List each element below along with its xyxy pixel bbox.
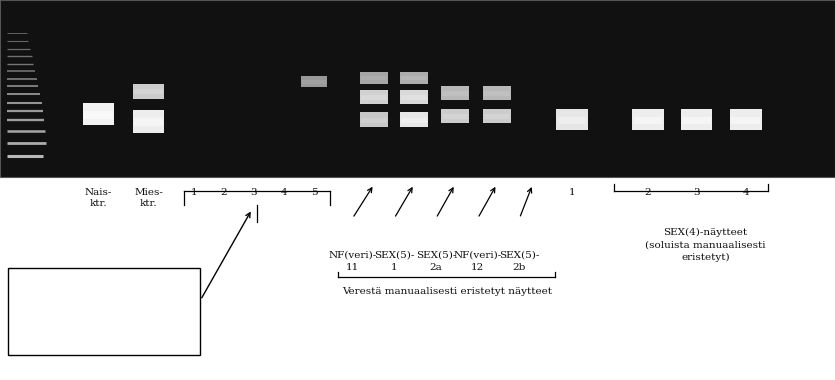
Bar	[682, 117, 711, 124]
Bar	[402, 76, 427, 80]
Text: 2: 2	[645, 188, 651, 197]
Bar	[400, 112, 428, 127]
Text: SEX(5)-
2a: SEX(5)- 2a	[416, 251, 456, 272]
Bar	[301, 76, 327, 87]
Text: SEX(3)-näytteet
(etanolisaostuksella
manuaalisesti verestä
eristetyt): SEX(3)-näytteet (etanolisaostuksella man…	[47, 288, 162, 335]
Bar	[632, 109, 664, 130]
Bar	[84, 111, 113, 119]
Bar	[362, 117, 387, 123]
Bar	[443, 114, 468, 119]
Bar	[400, 90, 428, 104]
Bar	[133, 110, 164, 133]
Text: 1: 1	[190, 188, 197, 197]
Bar	[441, 109, 469, 123]
Text: 2: 2	[220, 188, 227, 197]
Bar	[731, 117, 760, 124]
Text: Mies-
ktr.: Mies- ktr.	[134, 188, 163, 207]
Bar	[730, 109, 762, 130]
Text: 1: 1	[569, 188, 575, 197]
Bar	[360, 112, 388, 127]
Bar	[556, 109, 588, 130]
Text: NF(veri)-
12: NF(veri)- 12	[453, 251, 502, 272]
Bar	[133, 84, 164, 99]
Bar	[484, 91, 509, 96]
Text: 4: 4	[281, 188, 287, 197]
Text: Verestä manuaalisesti eristetyt näytteet: Verestä manuaalisesti eristetyt näytteet	[342, 287, 552, 296]
Bar	[83, 103, 114, 125]
Bar	[302, 80, 326, 84]
Bar	[634, 117, 662, 124]
Bar	[400, 72, 428, 84]
Bar	[360, 90, 388, 104]
Bar	[8, 268, 200, 355]
Text: 4: 4	[742, 188, 749, 197]
Text: SEX(5)-
1: SEX(5)- 1	[374, 251, 414, 272]
Text: Nais-
ktr.: Nais- ktr.	[85, 188, 112, 207]
Bar	[441, 87, 469, 100]
Bar	[443, 91, 468, 96]
Bar	[360, 72, 388, 84]
Bar	[681, 109, 712, 130]
Text: SEX(4)-näytteet
(soluista manuaalisesti
eristetyt): SEX(4)-näytteet (soluista manuaalisesti …	[645, 228, 766, 262]
Text: NF(veri)-
11: NF(veri)- 11	[328, 251, 377, 272]
Bar	[483, 109, 511, 123]
Text: 5: 5	[311, 188, 317, 197]
Text: 3: 3	[693, 188, 700, 197]
Bar	[402, 95, 427, 100]
Bar	[362, 95, 387, 100]
Bar	[134, 118, 163, 126]
Bar	[402, 117, 427, 123]
Bar	[0, 0, 835, 177]
Bar	[134, 89, 163, 94]
Bar	[483, 87, 511, 100]
Text: 3: 3	[250, 188, 257, 197]
Text: SEX(5)-
2b: SEX(5)- 2b	[499, 251, 539, 272]
Bar	[484, 114, 509, 119]
Bar	[558, 117, 586, 124]
Bar	[362, 76, 387, 80]
